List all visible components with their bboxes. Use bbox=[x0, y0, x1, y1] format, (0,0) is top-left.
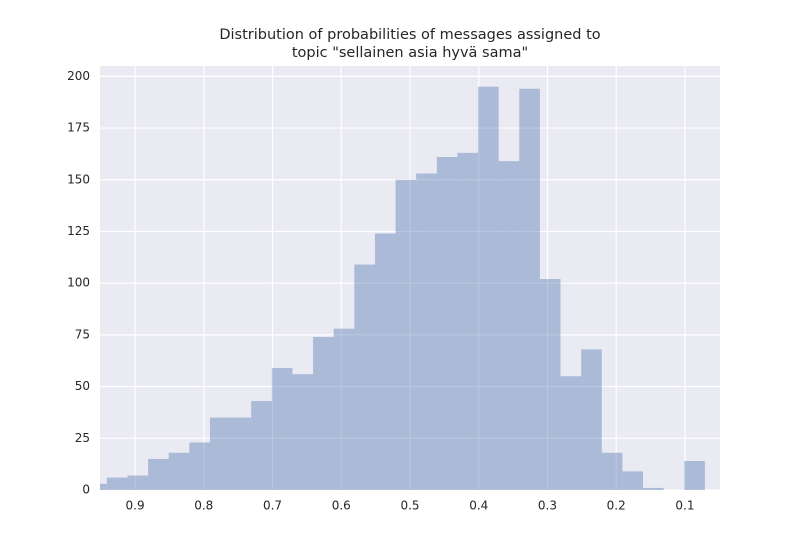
bar bbox=[333, 328, 355, 490]
bar bbox=[601, 452, 623, 490]
y-tick-label: 200 bbox=[67, 69, 90, 83]
bar bbox=[168, 452, 190, 490]
bar bbox=[251, 401, 272, 490]
y-tick-label: 50 bbox=[75, 379, 90, 393]
chart-title: Distribution of probabilities of message… bbox=[219, 27, 600, 43]
x-tick-label: 0.1 bbox=[675, 499, 694, 513]
bar bbox=[457, 152, 479, 490]
bar bbox=[271, 367, 293, 490]
bar bbox=[560, 376, 582, 490]
y-tick-label: 75 bbox=[75, 327, 90, 341]
bar bbox=[643, 487, 664, 490]
y-tick-label: 0 bbox=[82, 483, 90, 497]
bar bbox=[313, 336, 334, 490]
bar bbox=[354, 264, 375, 490]
bar bbox=[148, 458, 169, 490]
x-tick-label: 0.9 bbox=[126, 499, 145, 513]
bar bbox=[230, 417, 252, 490]
bar bbox=[292, 374, 314, 490]
bar bbox=[684, 461, 705, 490]
chart-title: topic "sellainen asia hyvä sama" bbox=[292, 45, 528, 61]
y-tick-label: 175 bbox=[67, 121, 90, 135]
y-tick-label: 150 bbox=[67, 172, 90, 186]
y-tick-label: 100 bbox=[67, 276, 90, 290]
y-tick-label: 125 bbox=[67, 224, 90, 238]
bar bbox=[478, 86, 499, 490]
bar bbox=[436, 157, 458, 490]
x-tick-label: 0.7 bbox=[263, 499, 282, 513]
bar bbox=[519, 88, 540, 490]
bar bbox=[374, 233, 396, 490]
bars bbox=[100, 86, 705, 490]
bar bbox=[106, 477, 128, 490]
bar bbox=[581, 349, 602, 490]
bar bbox=[127, 475, 149, 490]
bar bbox=[209, 417, 231, 490]
bar bbox=[189, 442, 210, 490]
bar bbox=[395, 179, 417, 490]
bar bbox=[498, 161, 520, 490]
bar bbox=[622, 471, 644, 490]
x-tick-label: 0.4 bbox=[469, 499, 488, 513]
x-tick-label: 0.2 bbox=[607, 499, 626, 513]
x-tick-label: 0.5 bbox=[400, 499, 419, 513]
y-tick-label: 25 bbox=[75, 431, 90, 445]
bar bbox=[416, 173, 437, 490]
bar bbox=[100, 483, 107, 490]
x-tick-label: 0.8 bbox=[194, 499, 213, 513]
bar bbox=[539, 279, 561, 490]
x-tick-label: 0.3 bbox=[538, 499, 557, 513]
x-tick-label: 0.6 bbox=[332, 499, 351, 513]
